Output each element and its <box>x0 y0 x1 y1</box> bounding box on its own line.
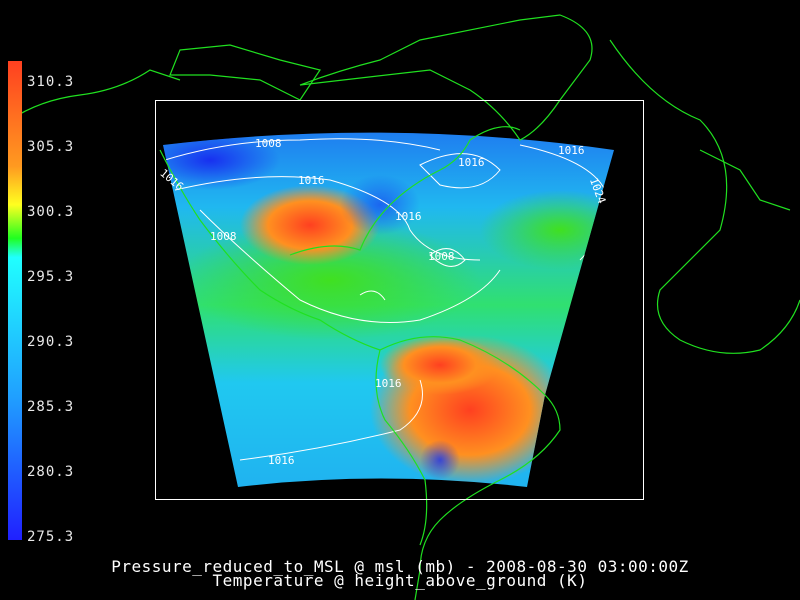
display-title-line1: Pressure_reduced_to_MSL @ msl (mb) - 200… <box>111 557 689 576</box>
colorbar-tick: 310.3 <box>27 74 75 90</box>
colorbar-tick: 300.3 <box>27 204 75 220</box>
contour-label: 1008 <box>428 250 455 263</box>
contour-label: 1008 <box>210 230 237 243</box>
coastlines <box>9 14 800 600</box>
colorbar-tick: 280.3 <box>27 464 75 480</box>
display-title-line2: Temperature @ height_above_ground (K) <box>212 571 588 590</box>
colorbar-tick: 285.3 <box>27 399 75 415</box>
contour-label: 1016 <box>268 454 295 467</box>
contour-label: 1016 <box>558 144 585 157</box>
colorbar-tick: 290.3 <box>27 334 75 350</box>
colorbar-tick: 275.3 <box>27 529 75 545</box>
contour-label: 1016 <box>458 156 485 169</box>
colorbar-tick: 295.3 <box>27 269 75 285</box>
domain-box <box>155 100 644 500</box>
colorbar <box>8 61 22 540</box>
contour-label: 1008 <box>255 137 282 150</box>
temperature-field <box>163 132 614 487</box>
colorbar-tick: 305.3 <box>27 139 75 155</box>
contour-label: 1016 <box>395 210 422 223</box>
contour-label: 1016 <box>375 377 402 390</box>
contour-label: 1016 <box>298 174 325 187</box>
